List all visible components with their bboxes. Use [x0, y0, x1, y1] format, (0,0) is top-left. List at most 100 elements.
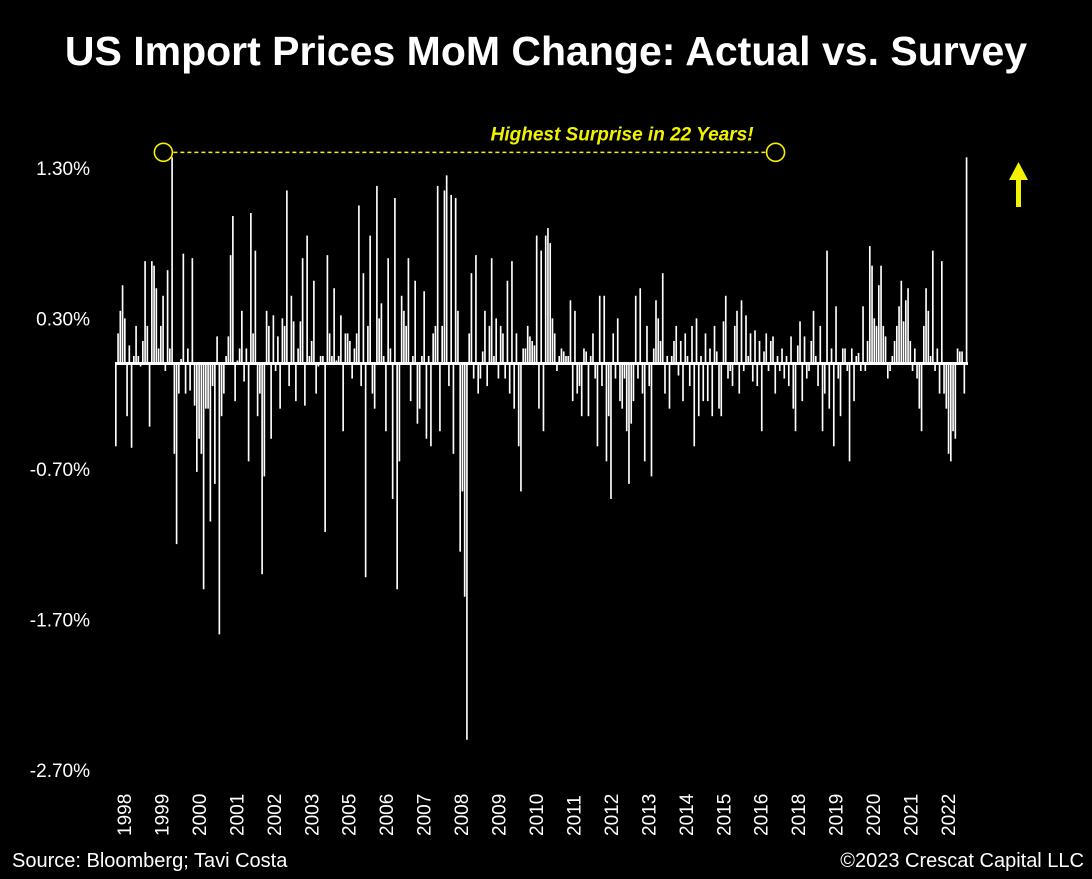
chart-title: US Import Prices MoM Change: Actual vs. … — [64, 28, 1028, 74]
bar-2002-11 — [245, 348, 248, 364]
bar-2018-12 — [679, 340, 682, 364]
bar-2022-01 — [763, 351, 765, 364]
bar-2002-07 — [236, 360, 239, 364]
bar-2025-12 — [868, 246, 871, 364]
bar-2000-12 — [193, 363, 196, 406]
x-tick-label: 2010 — [527, 794, 548, 836]
bar-2020-05 — [718, 363, 720, 409]
bar-2016-12 — [625, 363, 628, 432]
bar-2009-01 — [412, 355, 414, 364]
x-tick-label: 2007 — [415, 794, 436, 836]
bar-2029-02 — [954, 363, 957, 439]
bar-2009-02 — [414, 280, 416, 364]
bar-2015-08 — [589, 355, 592, 364]
bar-2012-01 — [493, 355, 495, 364]
bar-2000-04 — [175, 363, 178, 545]
bar-2024-06 — [828, 363, 831, 409]
bar-2013-02 — [522, 348, 525, 364]
bar-2024-02 — [819, 325, 822, 364]
bar-2020-02 — [711, 363, 714, 417]
bar-2025-05 — [853, 363, 855, 402]
bar-2021-07 — [749, 333, 752, 364]
bar-2028-07 — [938, 363, 941, 394]
bar-2009-11 — [434, 325, 437, 364]
bar-2005-03 — [308, 355, 311, 364]
x-tick-label: 2011 — [564, 795, 585, 836]
bar-2010-03 — [443, 190, 446, 364]
bar-2007-10 — [378, 318, 380, 364]
bar-2007-07 — [371, 363, 374, 394]
bar-2014-03 — [551, 318, 554, 364]
bar-2029-03 — [956, 348, 959, 364]
bar-2011-09 — [484, 310, 486, 364]
x-tick-label: 2001 — [227, 794, 248, 836]
bar-2004-11 — [299, 321, 302, 364]
bar-2002-05 — [232, 216, 234, 364]
bar-2007-09 — [376, 185, 378, 364]
bar-2018-09 — [673, 340, 675, 364]
bar-2018-10 — [675, 325, 678, 364]
bar-2023-06 — [801, 363, 804, 402]
bar-2026-03 — [875, 325, 878, 364]
bar-2011-07 — [479, 363, 482, 379]
bar-2017-09 — [646, 325, 648, 364]
bar-2000-10 — [189, 363, 191, 391]
bar-2021-02 — [738, 363, 741, 394]
bar-2021-05 — [745, 315, 747, 364]
bar-2027-04 — [904, 300, 907, 364]
bar-2001-06 — [207, 363, 209, 409]
up-arrow-icon — [1009, 162, 1028, 207]
bar-2019-12 — [706, 363, 709, 402]
bar-2006-02 — [333, 288, 335, 364]
bar-2000-01 — [169, 348, 171, 364]
bar-2025-01 — [844, 348, 846, 364]
bar-2010-11 — [461, 363, 464, 492]
bar-1998-01 — [115, 363, 117, 447]
bar-2007-11 — [380, 303, 383, 364]
bar-2019-03 — [686, 355, 689, 364]
bar-2006-10 — [351, 363, 353, 379]
bar-2011-08 — [481, 351, 484, 364]
bar-2008-08 — [400, 295, 403, 364]
bar-2020-12 — [733, 325, 736, 364]
bar-2014-04 — [553, 333, 556, 364]
bar-2009-12 — [436, 185, 439, 364]
bar-2003-08 — [265, 310, 268, 364]
bar-2020-01 — [709, 348, 711, 364]
bar-2002-06 — [234, 363, 236, 402]
bar-2005-12 — [328, 333, 331, 364]
bar-2003-09 — [268, 325, 270, 364]
bar-2000-06 — [180, 358, 182, 364]
bar-2012-11 — [515, 333, 518, 364]
bar-2013-11 — [542, 363, 545, 432]
bar-2022-05 — [772, 336, 774, 364]
annotation-circle — [153, 142, 174, 163]
x-axis: 1998 1999 2000 2001 2002 2003 2005 2006 2007 2008… — [115, 793, 960, 836]
bar-2004-10 — [297, 348, 299, 364]
bar-2019-01 — [682, 363, 684, 402]
bar-2001-07 — [209, 363, 212, 522]
bar-2014-06 — [558, 355, 561, 364]
bar-2009-10 — [432, 333, 434, 364]
bar-2008-11 — [407, 258, 410, 364]
bar-2022-12 — [787, 363, 790, 387]
bar-2023-11 — [812, 310, 815, 364]
bar-2026-07 — [884, 336, 887, 364]
bar-2005-06 — [315, 363, 317, 394]
bar-2001-01 — [196, 363, 198, 472]
bar-1999-05 — [151, 261, 153, 364]
bar-2003-04 — [256, 363, 259, 417]
y-tick-label: -0.70% — [30, 460, 90, 481]
bar-2011-02 — [468, 333, 470, 364]
bar-2010-06 — [450, 194, 452, 364]
bar-2010-07 — [452, 363, 455, 454]
y-axis: -2.70% -1.70% -0.70% 0.30% 1.30% — [30, 159, 90, 782]
bar-2000-08 — [184, 363, 187, 394]
bar-2003-05 — [259, 363, 261, 394]
bar-2026-05 — [880, 265, 882, 364]
bar-2027-07 — [911, 363, 914, 372]
bar-2026-06 — [882, 325, 885, 364]
bar-2018-08 — [670, 355, 673, 364]
bar-2021-03 — [740, 300, 743, 364]
bar-2005-01 — [304, 363, 306, 406]
